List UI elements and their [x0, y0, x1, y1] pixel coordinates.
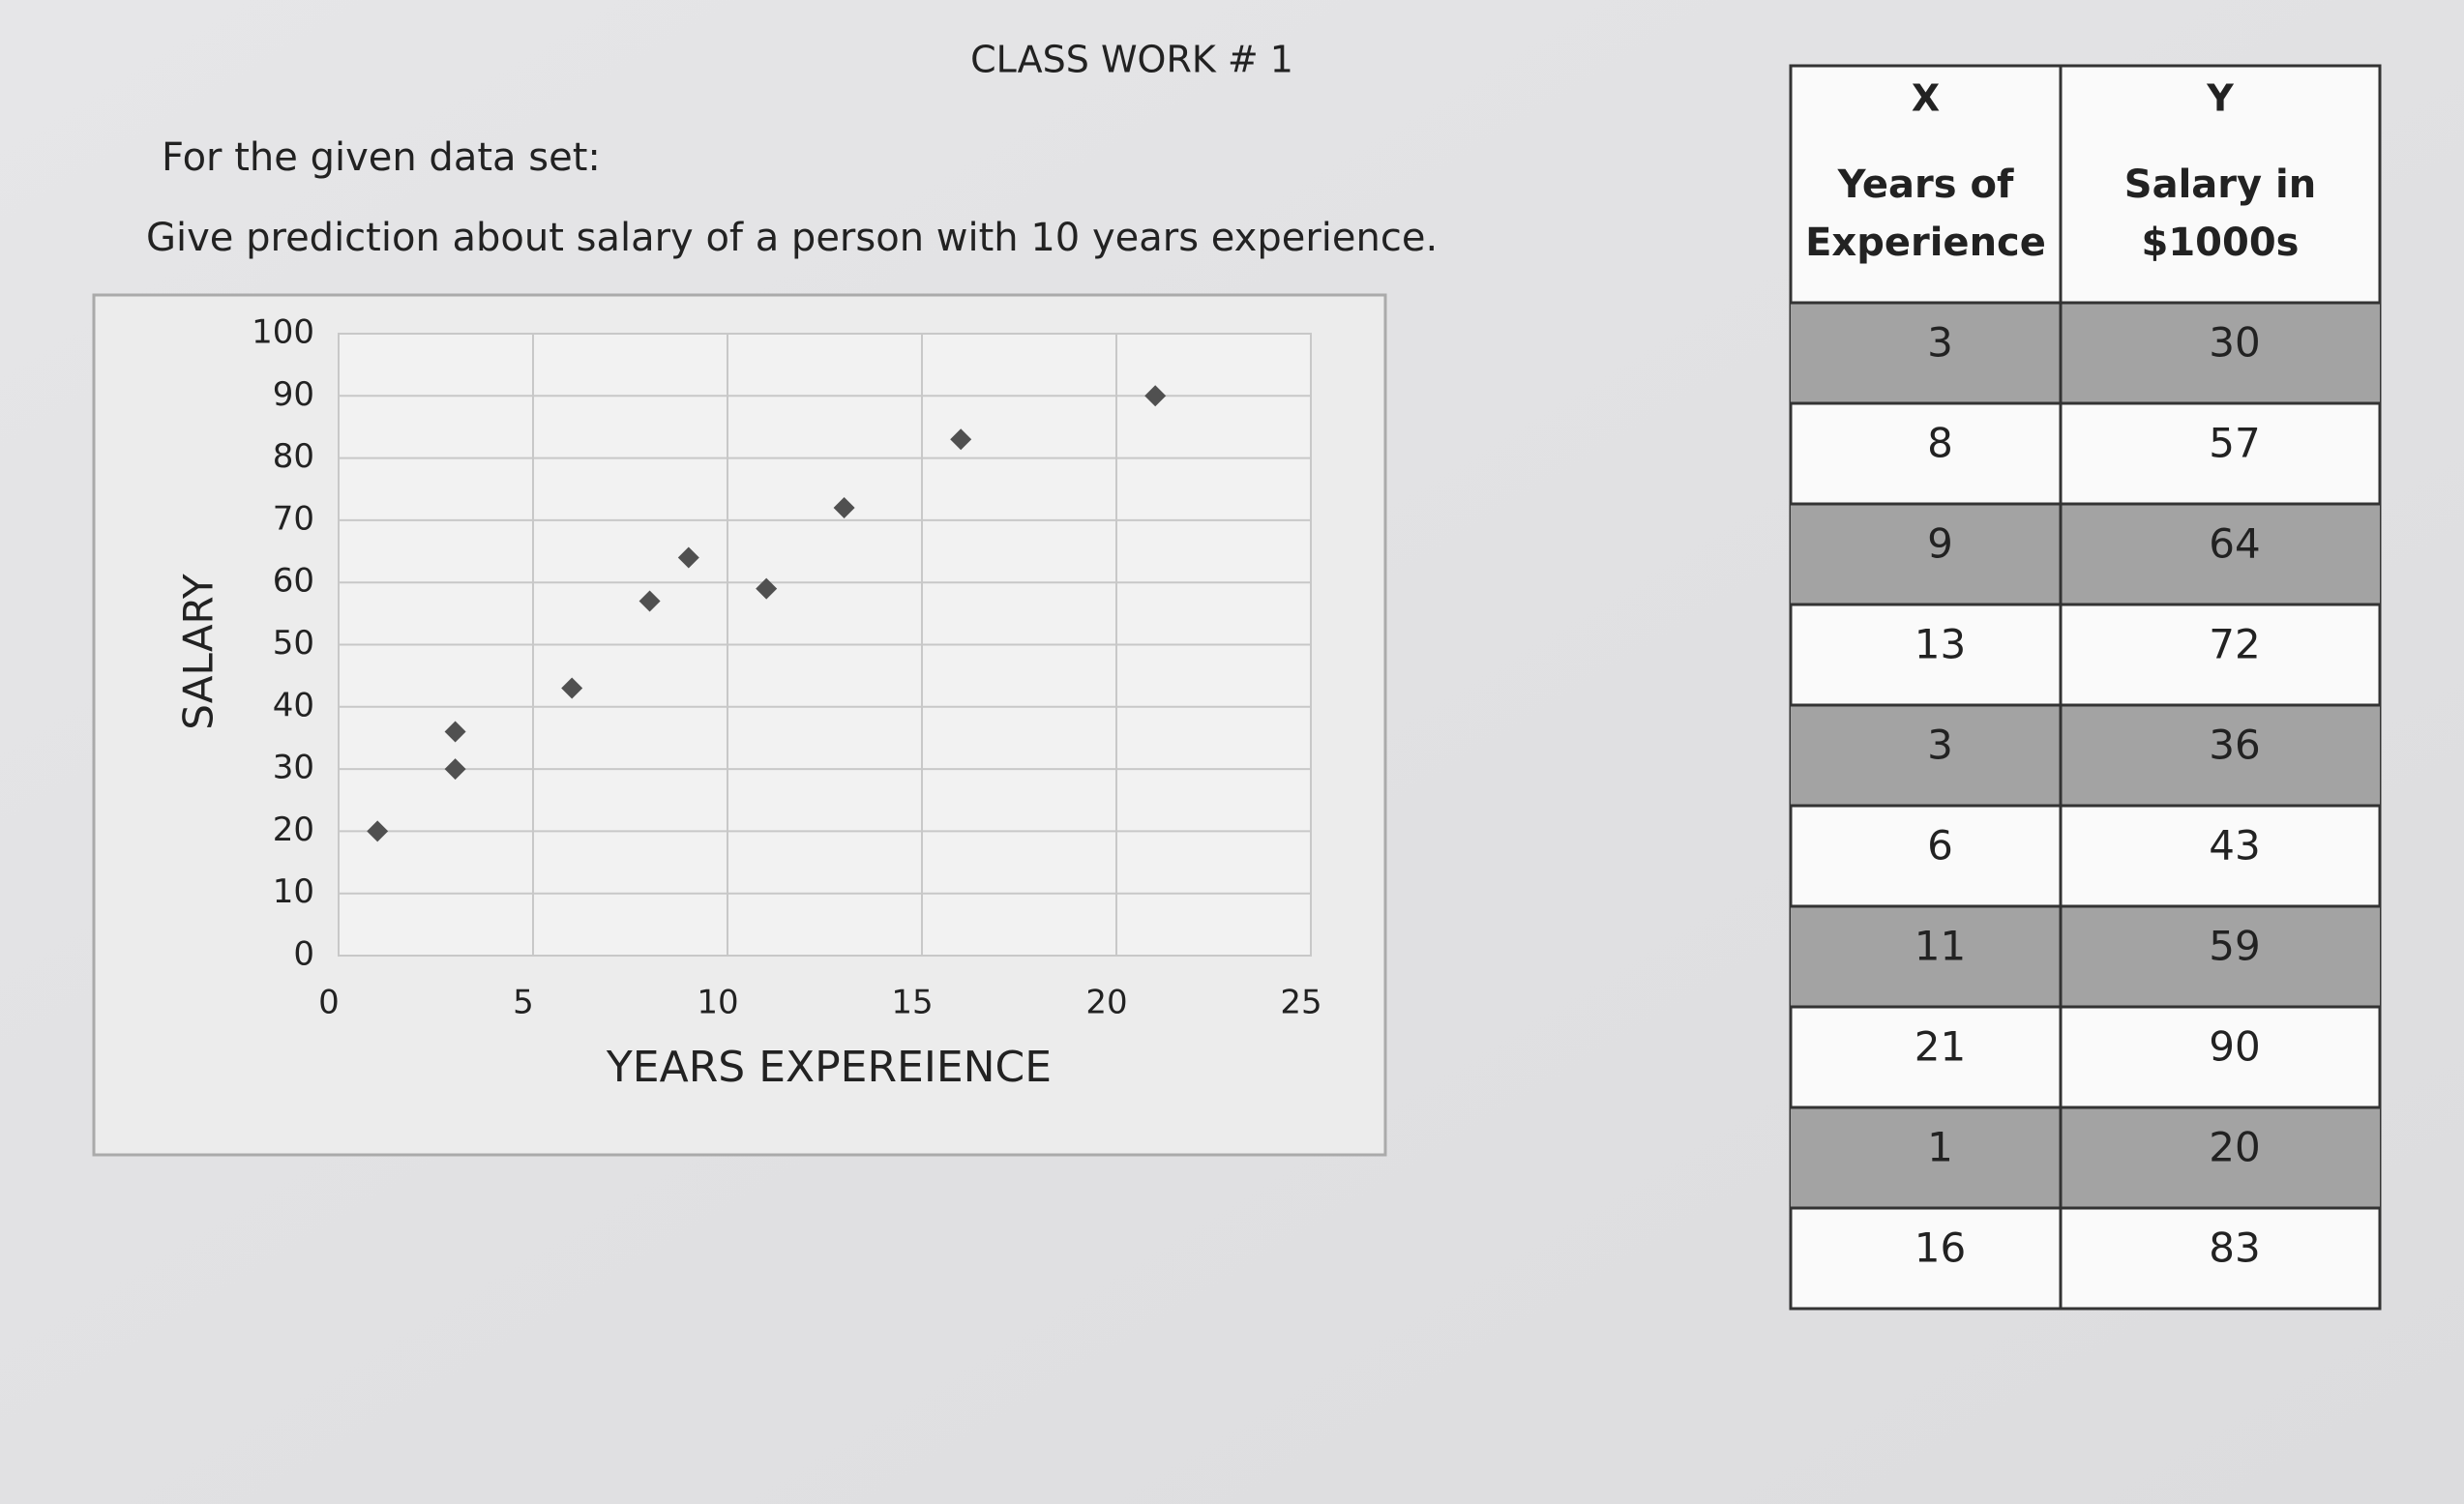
table-cell: 43 [2209, 822, 2260, 870]
row-shade [1791, 303, 2380, 403]
row-shade [1791, 906, 2380, 1007]
x-axis-label: YEARS EXPEREIENCE [606, 1043, 1052, 1092]
header-text: Salary in [2124, 162, 2316, 207]
header-text: Experience [1805, 221, 2046, 265]
table-cell: 11 [1915, 923, 1966, 970]
table-cell: 57 [2209, 420, 2260, 467]
header-text: Years of [1837, 162, 2014, 207]
row-shade [1791, 504, 2380, 605]
row-shade [1791, 705, 2380, 806]
y-axis-label: SALARY [175, 574, 223, 730]
y-tick-label: 70 [273, 499, 314, 538]
table-cell: 3 [1927, 319, 1953, 367]
point [833, 497, 855, 519]
question: Give prediction about salary of a person… [146, 216, 1438, 260]
y-tick-label: 0 [293, 935, 314, 974]
table-cell: 83 [2209, 1224, 2260, 1272]
table-cell: 8 [1927, 420, 1953, 467]
table-cell: 90 [2209, 1023, 2260, 1071]
x-tick-label: 20 [1085, 984, 1127, 1022]
point [561, 677, 583, 699]
table-cell: 59 [2209, 923, 2260, 970]
x-tick-label: 15 [891, 984, 933, 1022]
y-tick-label: 90 [273, 375, 314, 414]
point [444, 721, 466, 743]
table-cell: 30 [2209, 319, 2260, 367]
point [1144, 385, 1167, 407]
table-cell: 1 [1927, 1124, 1953, 1171]
table-cell: 13 [1915, 621, 1966, 668]
y-tick-label: 20 [273, 811, 314, 849]
y-tick-label: 10 [273, 872, 314, 911]
y-tick-label: 30 [273, 749, 314, 787]
point [444, 758, 466, 781]
point [677, 546, 699, 569]
table-cell: 72 [2209, 621, 2260, 668]
y-tick-label: 100 [252, 313, 314, 352]
y-tick-label: 80 [273, 437, 314, 476]
row-shade [1791, 1107, 2380, 1208]
table-cell: 16 [1915, 1224, 1966, 1272]
x-tick-label: 10 [697, 984, 738, 1022]
x-tick-label: 5 [513, 984, 534, 1022]
header-letter: X [1912, 77, 1940, 120]
table-cell: 21 [1915, 1023, 1966, 1071]
table-cell: 36 [2209, 722, 2260, 769]
point [367, 820, 389, 842]
x-tick-label: 0 [318, 984, 340, 1022]
table-frame [1789, 64, 2382, 1311]
y-tick-label: 50 [273, 624, 314, 663]
y-tick-label: 60 [273, 562, 314, 601]
intro: For the given data set: [162, 135, 601, 180]
title: CLASS WORK # 1 [970, 39, 1293, 81]
table-cell: 20 [2209, 1124, 2260, 1171]
point [950, 428, 972, 451]
table-cell: 6 [1927, 822, 1953, 870]
header-letter: Y [2206, 77, 2234, 120]
table-cell: 3 [1927, 722, 1953, 769]
point [638, 590, 661, 612]
x-tick-label: 25 [1280, 984, 1321, 1022]
point [756, 577, 778, 600]
header-text: $1000s [2142, 221, 2300, 265]
table-cell: 64 [2209, 520, 2260, 568]
table-cell: 9 [1927, 520, 1953, 568]
y-tick-label: 40 [273, 686, 314, 724]
